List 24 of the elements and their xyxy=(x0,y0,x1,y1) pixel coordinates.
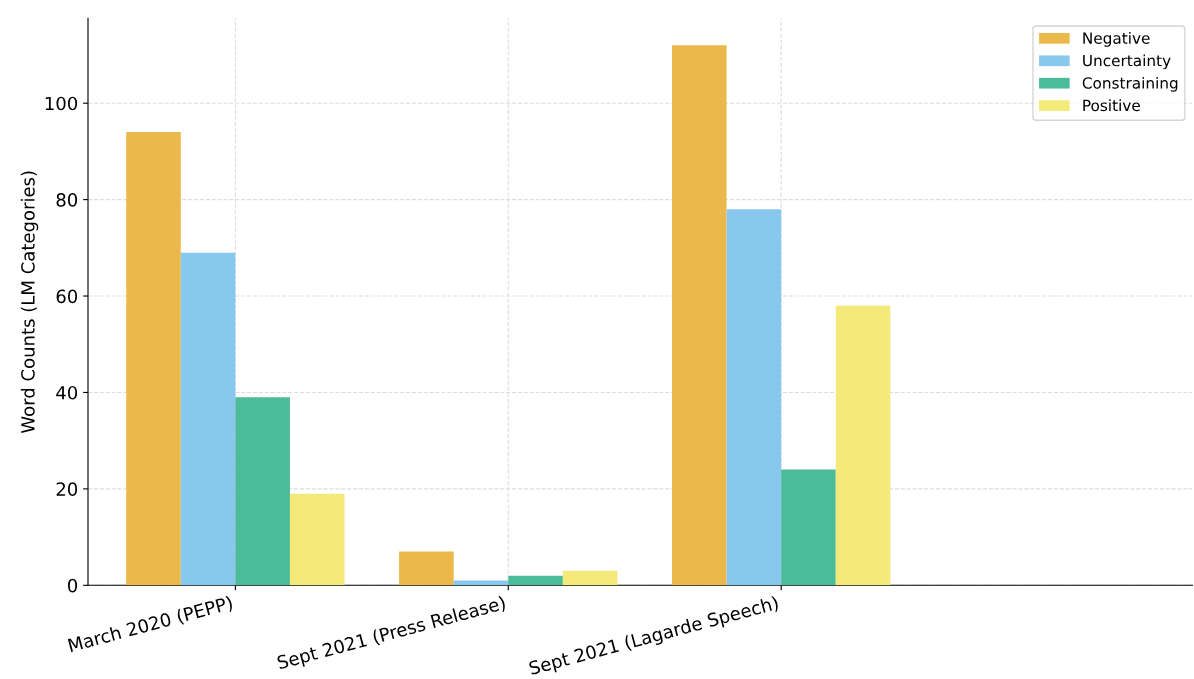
bar xyxy=(835,305,891,586)
y-tick-label: 100 xyxy=(45,96,78,111)
legend-label: Negative xyxy=(1083,32,1150,47)
x-tick-label: March 2020 (PEPP) xyxy=(67,595,234,655)
legend-label: Constraining xyxy=(1082,76,1178,92)
legend-label: Uncertainty xyxy=(1083,54,1171,70)
bar xyxy=(235,397,290,586)
y-tick-label: 0 xyxy=(67,578,78,593)
y-tick-label: 20 xyxy=(56,482,78,496)
bar xyxy=(453,580,509,586)
bar xyxy=(126,132,181,586)
bar xyxy=(781,469,836,586)
bar xyxy=(399,551,454,586)
y-tick-label: 40 xyxy=(56,385,78,400)
y-tick-label: 60 xyxy=(56,289,78,304)
legend-label: Positive xyxy=(1083,99,1140,112)
y-tick-label: 80 xyxy=(56,193,78,207)
y-axis-title: Word Counts (LM Categories) xyxy=(20,171,39,434)
bar xyxy=(289,493,345,586)
bar xyxy=(672,45,727,586)
bar xyxy=(508,575,563,586)
bar xyxy=(726,209,782,586)
bar xyxy=(562,570,618,586)
bar xyxy=(180,252,236,586)
